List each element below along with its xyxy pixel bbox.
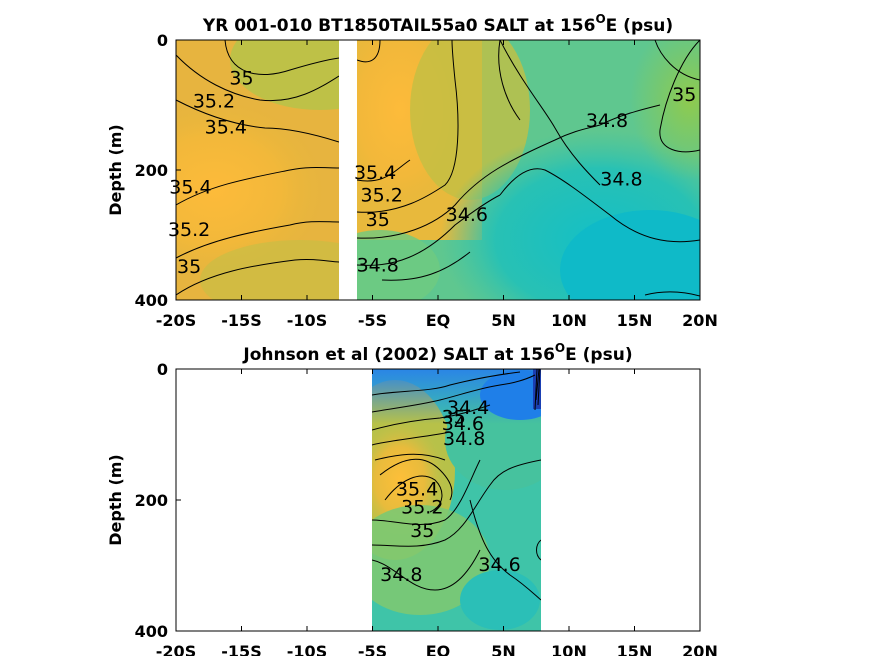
bottom-y-tick-label: 400 <box>135 622 168 641</box>
bottom-contour-label: 35 <box>442 407 466 429</box>
bottom-x-tick-label: 10N <box>551 642 587 656</box>
bottom-contour-label: 35 <box>410 520 434 542</box>
top-contour-label: 35.4 <box>169 177 211 199</box>
top-heatmap-left <box>176 40 339 300</box>
top-contour-label: 34.8 <box>586 110 628 132</box>
bottom-x-tick-label: EQ <box>426 642 451 656</box>
top-x-tick-label: EQ <box>426 311 451 330</box>
top-contour-label: 35.2 <box>361 185 403 207</box>
top-heatmap-right <box>357 40 700 300</box>
top-x-tick-label: -20S <box>156 311 196 330</box>
top-gap <box>339 40 357 301</box>
bottom-y-axis-label: Depth (m) <box>106 454 125 546</box>
bottom-contour-label: 35.4 <box>396 479 438 501</box>
bottom-y-axis: 0 200 400 <box>135 360 181 641</box>
top-contour-label: 35.2 <box>193 90 235 112</box>
bottom-contour-label: 34.6 <box>442 413 484 435</box>
top-contour-label: 35.4 <box>205 116 247 138</box>
top-x-tick-label: 15N <box>617 311 653 330</box>
top-y-tick-label: 0 <box>157 31 168 50</box>
top-panel: YR 001-010 BT1850TAIL55a0 SALT at 156OE … <box>106 12 718 330</box>
bottom-x-tick-label: -20S <box>156 642 196 656</box>
top-y-tick-label: 400 <box>135 291 168 310</box>
top-contour-label: 35 <box>366 209 390 231</box>
top-contour-label: 35 <box>229 68 253 90</box>
bottom-chart-title: Johnson et al (2002) SALT at 156OE (psu) <box>242 341 632 365</box>
bottom-contours <box>372 369 541 601</box>
bottom-contour-label: 34.4 <box>447 397 489 419</box>
bottom-x-tick-label: 20N <box>682 642 718 656</box>
bottom-x-tick-label: 15N <box>617 642 653 656</box>
top-x-axis: -20S -15S -10S -5S EQ 5N 10N 15N 20N <box>156 40 718 330</box>
top-y-axis: 0 200 400 <box>135 31 181 310</box>
bottom-y-tick-label: 200 <box>135 491 168 510</box>
bottom-contour-label: 35.2 <box>401 496 443 518</box>
bottom-x-tick-label: -5S <box>358 642 387 656</box>
top-contours <box>176 40 700 297</box>
top-contour-label: 35.2 <box>168 219 210 241</box>
bottom-x-tick-label: -10S <box>287 642 327 656</box>
top-contour-label: 35 <box>177 256 201 278</box>
top-x-tick-label: 5N <box>491 311 516 330</box>
bottom-contour-label: 34.6 <box>478 554 520 576</box>
bottom-x-tick-label: -15S <box>221 642 261 656</box>
bottom-y-tick-label: 0 <box>157 360 168 379</box>
top-contour-labels: 3535.235.435.435.23535.435.23534.834.634… <box>168 68 696 279</box>
top-x-tick-label: -5S <box>358 311 387 330</box>
top-contour-label: 34.8 <box>357 255 399 277</box>
top-contour-label: 34.8 <box>600 168 642 190</box>
top-x-tick-label: -15S <box>221 311 261 330</box>
top-chart-title: YR 001-010 BT1850TAIL55a0 SALT at 156OE … <box>202 12 673 36</box>
bottom-x-axis: -20S -15S -10S -5S EQ 5N 10N 15N 20N <box>156 369 718 656</box>
top-x-tick-label: 10N <box>551 311 587 330</box>
bottom-contour-label: 34.8 <box>443 428 485 450</box>
top-contour-label: 35.4 <box>354 162 396 184</box>
bottom-panel: Johnson et al (2002) SALT at 156OE (psu) <box>106 341 718 656</box>
top-y-axis-label: Depth (m) <box>106 124 125 216</box>
top-y-tick-label: 200 <box>135 161 168 180</box>
bottom-contour-label: 34.8 <box>380 564 422 586</box>
top-x-tick-label: 20N <box>682 311 718 330</box>
bottom-x-tick-label: 5N <box>491 642 516 656</box>
top-contour-label: 35 <box>672 84 696 106</box>
top-x-tick-label: -10S <box>287 311 327 330</box>
top-contour-label: 34.6 <box>446 204 488 226</box>
